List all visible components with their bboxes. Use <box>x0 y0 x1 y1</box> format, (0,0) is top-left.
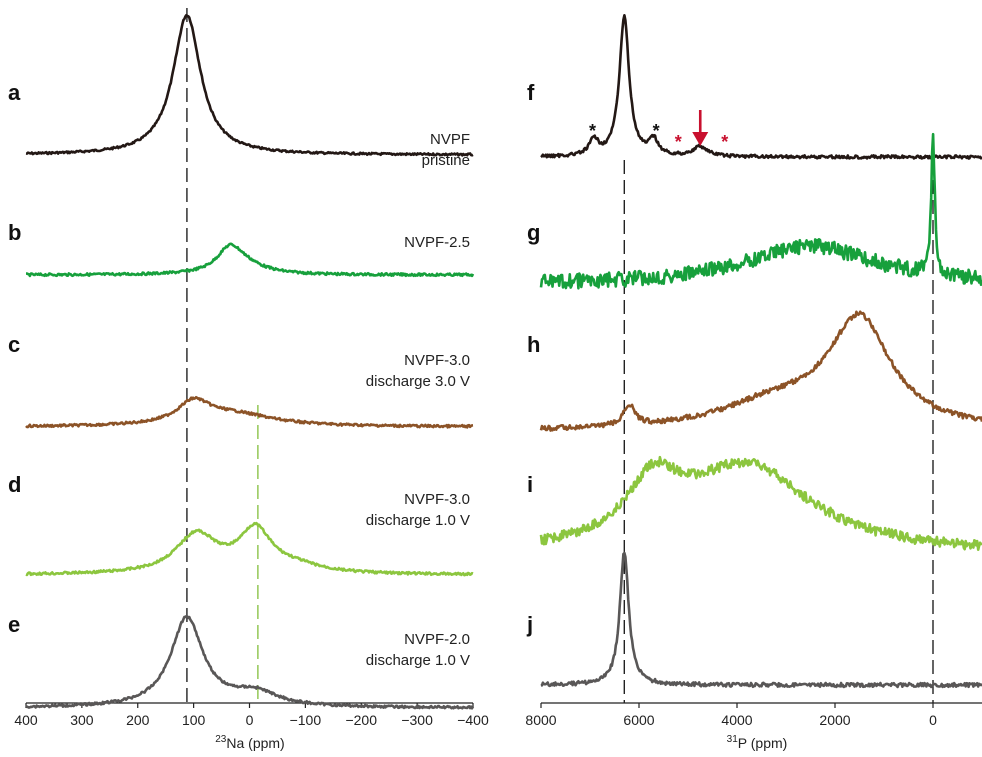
left-tick-group: 400 300 200 100 0 −100 −200 −300 −400 <box>14 703 489 728</box>
left-tick-label: 400 <box>14 712 38 728</box>
peak-asterisk-marker: * <box>653 121 660 141</box>
left-tick-label: −300 <box>401 712 433 728</box>
panel-letter-b: b <box>8 220 21 245</box>
series-label-c: NVPF-3.0 <box>404 352 470 369</box>
right-series-group <box>539 14 982 689</box>
left-spectrum-d <box>25 521 474 577</box>
left-spectrum-a <box>25 13 474 157</box>
panel-letter-h: h <box>527 332 540 357</box>
right-tick-label: 2000 <box>819 712 850 728</box>
peak-asterisk-marker: * <box>675 132 682 152</box>
right-spectrum-i <box>539 455 982 552</box>
right-annotation-group: * * * * <box>589 110 728 152</box>
panel-letter-c: c <box>8 332 20 357</box>
series-label-d: discharge 1.0 V <box>366 512 470 529</box>
panel-letter-j: j <box>526 612 533 637</box>
panel-letter-e: e <box>8 612 20 637</box>
right-x-axis-title-sup: 31 <box>727 734 739 745</box>
na23-panel: 400 300 200 100 0 −100 −200 −300 −400 a NVPF prist… <box>8 8 489 751</box>
series-label-d: NVPF-3.0 <box>404 491 470 508</box>
left-x-axis-title: 23Na (ppm) <box>215 734 284 751</box>
right-spectrum-j <box>540 551 982 689</box>
panel-letter-a: a <box>8 80 21 105</box>
panel-letter-d: d <box>8 472 21 497</box>
left-spectrum-c <box>25 395 474 429</box>
right-x-axis-title: 31P (ppm) <box>727 734 788 751</box>
panel-letter-f: f <box>527 80 535 105</box>
left-x-axis-title-main: Na (ppm) <box>226 735 284 751</box>
left-spectrum-b <box>25 242 475 278</box>
right-x-axis-title-main: P (ppm) <box>738 735 788 751</box>
left-tick-label: 100 <box>182 712 206 728</box>
left-tick-label: 200 <box>126 712 150 728</box>
left-series-group <box>25 13 475 710</box>
series-label-c: discharge 3.0 V <box>366 373 470 390</box>
series-label-a: NVPF <box>430 131 470 148</box>
right-spectrum-f <box>540 14 982 160</box>
series-label-e: discharge 1.0 V <box>366 652 470 669</box>
right-tick-label: 4000 <box>721 712 752 728</box>
left-tick-label: 0 <box>246 712 254 728</box>
peak-asterisk-marker: * <box>589 121 596 141</box>
series-label-b: NVPF-2.5 <box>404 234 470 251</box>
peak-asterisk-marker: * <box>721 132 728 152</box>
right-tick-label: 6000 <box>623 712 654 728</box>
left-reference-lines <box>186 8 259 703</box>
left-tick-label: 300 <box>70 712 94 728</box>
series-label-a: pristine <box>422 152 470 169</box>
right-spectrum-g <box>539 132 982 290</box>
left-label-group: a NVPF pristine b NVPF-2.5 c NVPF-3.0 discharge… <box>8 80 470 669</box>
left-spectrum-e <box>25 614 475 710</box>
series-label-e: NVPF-2.0 <box>404 631 470 648</box>
left-x-axis-title-sup: 23 <box>215 734 227 745</box>
right-reference-lines <box>623 160 934 703</box>
right-label-group: f g h i j <box>526 80 540 637</box>
right-tick-label: 0 <box>929 712 937 728</box>
left-tick-label: −100 <box>290 712 322 728</box>
arrow-head-icon <box>692 132 709 146</box>
right-spectrum-h <box>539 310 982 432</box>
panel-letter-g: g <box>527 220 540 245</box>
right-tick-group: 8000 6000 4000 2000 0 <box>525 703 937 728</box>
p31-panel: 8000 6000 4000 2000 0 f g h i j * * * * 31P (ppm) <box>525 14 982 751</box>
left-tick-label: −400 <box>457 712 489 728</box>
left-tick-label: −200 <box>345 712 377 728</box>
panel-letter-i: i <box>527 472 533 497</box>
right-tick-label: 8000 <box>525 712 556 728</box>
